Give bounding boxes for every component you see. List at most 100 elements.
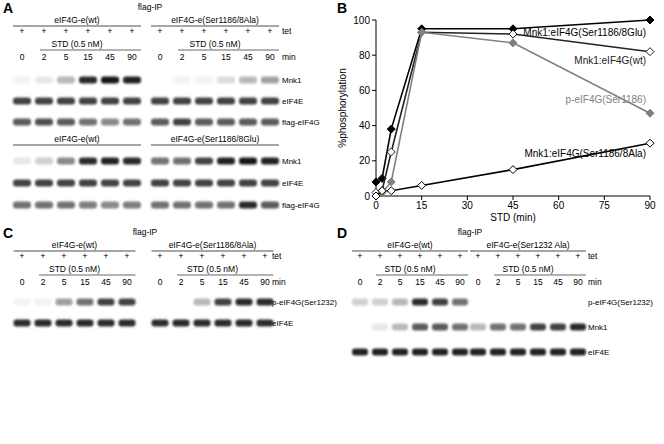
group-header: eIF4G-e(wt) <box>387 240 433 250</box>
time-label: 90 <box>265 52 275 62</box>
series-marker <box>378 187 386 195</box>
tet-mark: + <box>535 251 540 261</box>
band <box>261 158 279 165</box>
series-marker <box>509 30 517 38</box>
band <box>412 349 428 356</box>
panel-letter: A <box>3 0 13 16</box>
group-header: eIF4G-e(wt) <box>52 240 98 250</box>
time-label: 0 <box>358 277 363 287</box>
band <box>372 324 388 331</box>
band <box>14 299 31 306</box>
time-label: 15 <box>83 52 93 62</box>
band <box>490 349 506 356</box>
panel-letter: D <box>337 225 347 241</box>
tet-mark: + <box>357 251 362 261</box>
time-label: 2 <box>378 277 383 287</box>
series-marker <box>646 16 654 24</box>
band <box>392 349 408 356</box>
y-tick <box>372 20 376 21</box>
band <box>412 299 428 306</box>
time-label: 15 <box>80 277 90 287</box>
band <box>151 180 169 187</box>
band <box>261 98 279 105</box>
blot-panel: Aflag-IPeIF4G-e(wt)+0+2+5+15+45+90STD (0… <box>3 0 320 210</box>
x-tick-label: 15 <box>416 200 428 211</box>
time-label: 0 <box>158 52 163 62</box>
chart: B0204060801000153045607590STD (min)%phos… <box>337 0 656 223</box>
band <box>530 349 546 356</box>
treatment-line <box>376 275 468 276</box>
band <box>98 299 115 306</box>
band <box>194 320 211 327</box>
band <box>530 299 546 306</box>
tet-mark: + <box>157 26 162 36</box>
band <box>13 158 31 165</box>
band-label: Mnk1 <box>588 323 608 332</box>
band <box>79 180 97 187</box>
band <box>550 349 566 356</box>
y-tick-label: 60 <box>359 85 371 96</box>
series-label: Mnk1:eIF4G(Ser1186/8Ala) <box>524 148 646 159</box>
tet-mark: + <box>220 251 225 261</box>
group-header: eIF4G-e(Ser1186/8Glu) <box>171 134 260 144</box>
treatment-line <box>177 275 274 276</box>
band <box>123 202 141 209</box>
band <box>372 299 388 306</box>
time-label: 90 <box>122 277 132 287</box>
band <box>215 320 232 327</box>
tet-mark: + <box>103 251 108 261</box>
tet-mark: + <box>201 26 206 36</box>
time-label: 5 <box>64 52 69 62</box>
band <box>79 77 97 84</box>
band <box>452 324 468 331</box>
tet-mark: + <box>63 26 68 36</box>
y-tick-label: 100 <box>353 15 370 26</box>
band <box>101 158 119 165</box>
group-line <box>13 145 141 146</box>
tet-mark: + <box>377 251 382 261</box>
band <box>432 324 448 331</box>
series-marker <box>387 148 395 156</box>
time-label: 5 <box>516 277 521 287</box>
blot-title: flag-IP <box>133 227 158 237</box>
band <box>372 349 388 356</box>
band <box>217 98 235 105</box>
band <box>57 158 75 165</box>
blot-panel: Dflag-IPeIF4G-e(wt)+0+2+5+15+45+90STD (0… <box>337 225 653 357</box>
band <box>195 119 213 126</box>
band <box>98 320 115 327</box>
group-header: eIF4G-e(Ser1232 Ala) <box>486 240 569 250</box>
band <box>570 349 586 356</box>
x-tick-label: 30 <box>462 200 474 211</box>
band <box>77 299 94 306</box>
treatment-label: STD (0.5 nM) <box>189 39 240 49</box>
band <box>470 324 486 331</box>
time-label: 45 <box>243 52 253 62</box>
blot-title: flag-IP <box>138 2 163 12</box>
band <box>152 299 169 306</box>
band <box>101 180 119 187</box>
band <box>123 180 141 187</box>
time-label: 0 <box>20 277 25 287</box>
time-label: 2 <box>180 52 185 62</box>
band-label: p-eIF4G(Ser1232) <box>272 298 337 307</box>
band <box>57 202 75 209</box>
band <box>173 202 191 209</box>
time-label: 45 <box>239 277 249 287</box>
band <box>35 202 53 209</box>
tet-mark: + <box>199 251 204 261</box>
x-tick-label: 90 <box>644 200 656 211</box>
tet-mark: + <box>179 26 184 36</box>
time-label: 15 <box>533 277 543 287</box>
band <box>173 77 191 84</box>
time-label: 0 <box>20 52 25 62</box>
band <box>257 320 274 327</box>
treatment-label: STD (0.5 nM) <box>51 39 102 49</box>
tet-mark: + <box>475 251 480 261</box>
time-label: 5 <box>62 277 67 287</box>
tet-mark: + <box>129 26 134 36</box>
band <box>239 119 257 126</box>
treatment-label: STD (0.5 nM) <box>49 264 100 274</box>
band <box>239 202 257 209</box>
band <box>510 324 526 331</box>
